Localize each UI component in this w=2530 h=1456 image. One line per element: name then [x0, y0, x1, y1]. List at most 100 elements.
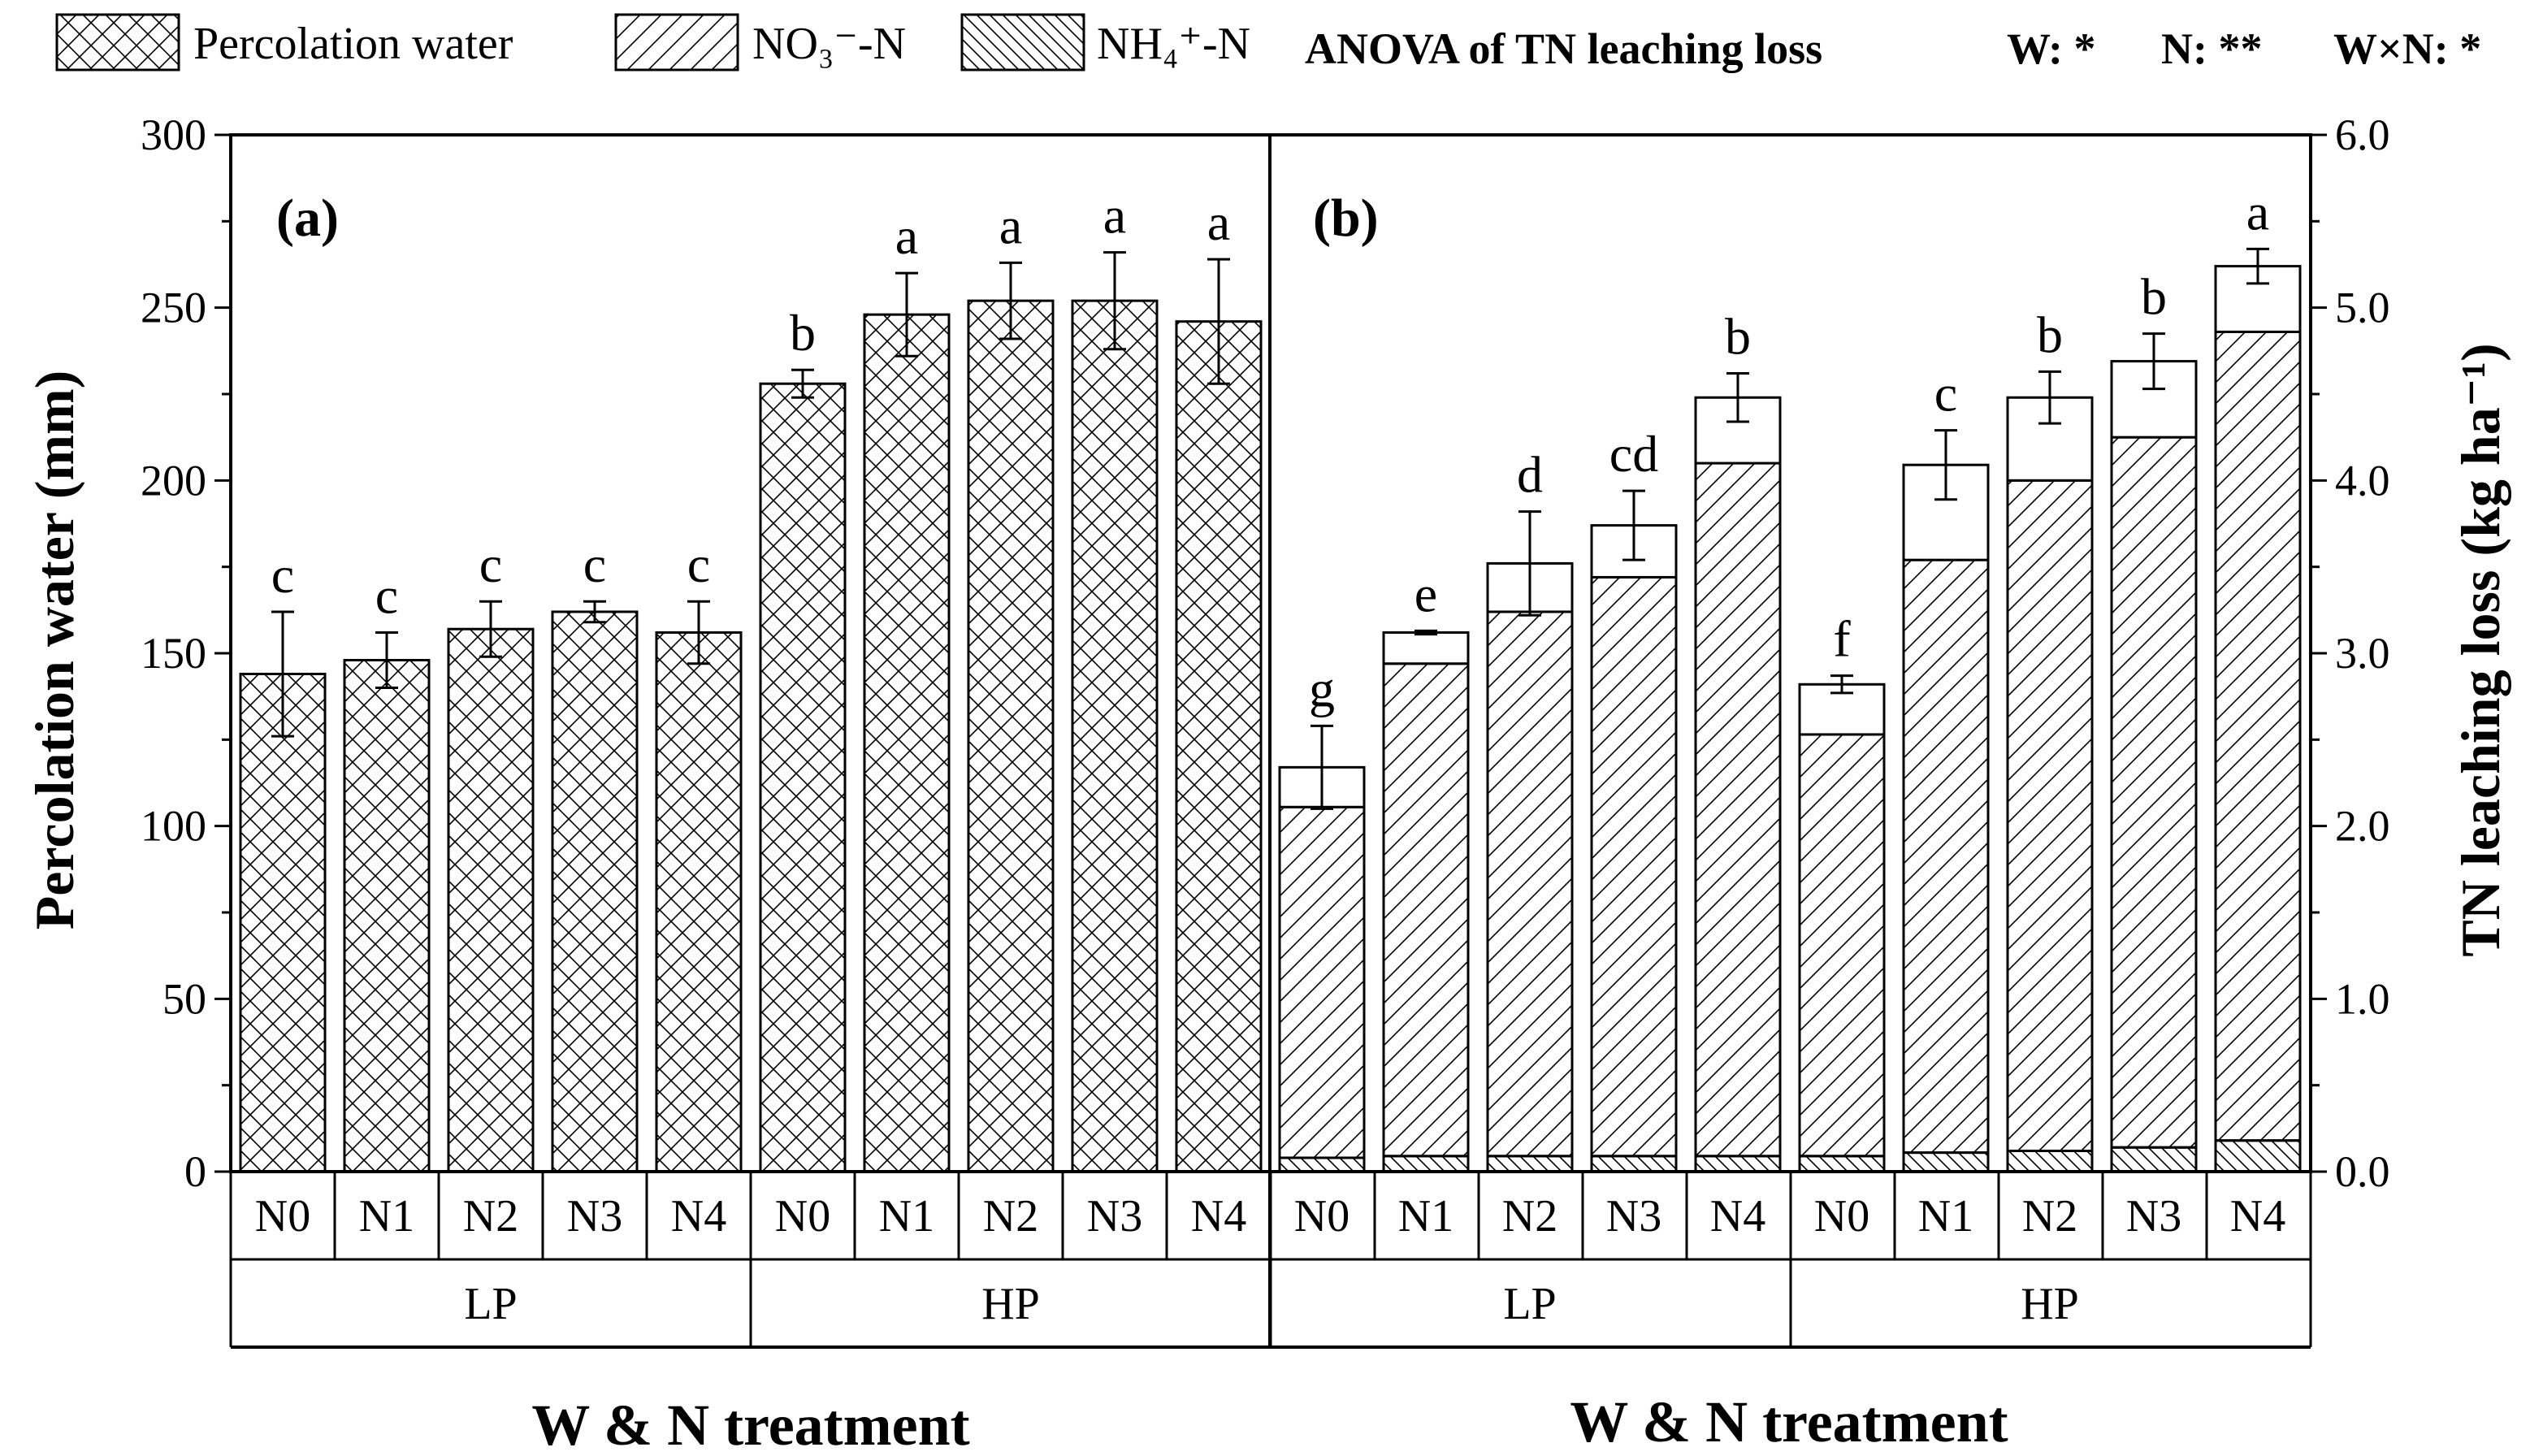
- x-category-b-7: N2: [2022, 1191, 2077, 1242]
- x-group-b-1: HP: [2021, 1279, 2079, 1329]
- bars-panel-b: g e d cd b f c b b a: [1278, 183, 2302, 1173]
- error-bar-a-2: [479, 600, 502, 658]
- sig-letter-b-9: a: [2246, 183, 2269, 240]
- right-axis-title: TN leaching loss (kg ha⁻¹): [2450, 343, 2511, 956]
- anova-n: N: **: [2161, 24, 2262, 73]
- bar-a-8: [1071, 299, 1159, 1173]
- bar-a-1: [343, 659, 431, 1173]
- anova-wxn: W×N: *: [2333, 24, 2481, 73]
- bar-b-1-seg-1: [1382, 662, 1470, 1158]
- error-bar-b-2: [1518, 510, 1541, 617]
- bar-b-7-seg-0: [2006, 1149, 2094, 1173]
- error-bar-b-9: [2246, 247, 2269, 285]
- bar-b-3-seg-1: [1590, 575, 1678, 1158]
- x-group-a-0: LP: [464, 1279, 517, 1329]
- error-bar-a-9: [1207, 258, 1230, 385]
- left-tick-label-3: 150: [141, 629, 206, 678]
- sig-letter-b-1: e: [1414, 565, 1437, 622]
- x-category-a-7: N2: [983, 1191, 1038, 1242]
- legend-label-nh4: NH₄⁺-N: [1097, 19, 1250, 69]
- sig-letter-b-8: b: [2141, 268, 2167, 326]
- sig-letter-b-2: d: [1517, 446, 1543, 504]
- sig-letter-a-6: a: [895, 207, 918, 265]
- right-tick-label-0: 0.0: [2335, 1147, 2390, 1196]
- sig-letter-a-1: c: [375, 566, 398, 624]
- right-tick-label-1: 1.0: [2335, 974, 2390, 1023]
- error-bar-a-4: [687, 600, 710, 665]
- bar-b-7-seg-1: [2006, 479, 2094, 1152]
- bar-b-5-seg-0: [1798, 1155, 1886, 1173]
- x-category-a-1: N1: [359, 1191, 414, 1242]
- right-tick-label-5: 5.0: [2335, 284, 2390, 332]
- bar-a-3: [551, 610, 639, 1173]
- right-tick-label-3: 3.0: [2335, 629, 2390, 678]
- bar-b-3-seg-0: [1590, 1155, 1678, 1173]
- bar-b-4-seg-1: [1694, 462, 1782, 1158]
- x-category-b-2: N2: [1502, 1191, 1557, 1242]
- plot-frame: [229, 133, 2312, 1347]
- error-bar-b-0: [1310, 724, 1333, 810]
- sig-letter-b-0: g: [1309, 660, 1335, 717]
- x-axis-title-a: W & N treatment: [531, 1393, 969, 1456]
- right-tick-label-6: 6.0: [2335, 110, 2390, 159]
- panel-label-b: (b): [1313, 188, 1379, 248]
- x-group-a-1: HP: [981, 1279, 1040, 1329]
- x-category-b-0: N0: [1294, 1191, 1349, 1242]
- error-bar-b-7: [2038, 370, 2061, 425]
- sig-letter-a-7: a: [999, 197, 1022, 254]
- anova-title: ANOVA of TN leaching loss: [1305, 24, 1822, 73]
- panel-label-a: (a): [276, 188, 339, 248]
- legend-swatch-no3: [614, 13, 739, 72]
- error-bar-b-1: [1414, 629, 1437, 636]
- bar-a-6: [863, 313, 951, 1173]
- legend-swatch-percolation: [55, 13, 180, 72]
- sig-letter-b-3: cd: [1609, 425, 1658, 483]
- error-bar-a-3: [583, 600, 606, 624]
- error-bar-b-4: [1726, 371, 1749, 423]
- bars-panel-a: c c c c c b a a a a: [239, 187, 1263, 1173]
- x-category-a-3: N3: [567, 1191, 622, 1242]
- left-tick-label-6: 300: [141, 110, 206, 159]
- bar-b-0-seg-1: [1278, 805, 1366, 1159]
- right-tick-label-4: 4.0: [2335, 456, 2390, 505]
- error-bar-a-5: [791, 368, 814, 399]
- bar-a-7: [967, 299, 1055, 1173]
- x-category-a-6: N1: [879, 1191, 934, 1242]
- x-category-b-8: N3: [2126, 1191, 2181, 1242]
- bar-b-2-seg-0: [1486, 1155, 1574, 1173]
- bar-a-0: [239, 673, 327, 1173]
- bar-b-6-seg-1: [1902, 558, 1990, 1155]
- bar-a-5: [759, 382, 847, 1173]
- error-bar-a-1: [375, 630, 398, 690]
- sig-letter-a-4: c: [687, 535, 710, 593]
- sig-letter-a-9: a: [1207, 193, 1230, 251]
- right-tick-label-2: 2.0: [2335, 802, 2390, 851]
- x-category-b-5: N0: [1814, 1191, 1869, 1242]
- x-category-a-9: N4: [1191, 1191, 1246, 1242]
- right-axis-ticks: 0.0 1.0 2.0 3.0 4.0 5.0 6.0: [2311, 110, 2390, 1196]
- error-bar-b-6: [1934, 429, 1957, 501]
- anova-w: W: *: [2007, 24, 2096, 73]
- left-axis-title: Percolation water (mm): [24, 370, 85, 930]
- bar-b-8-seg-0: [2110, 1146, 2198, 1173]
- sig-letter-a-2: c: [479, 535, 502, 593]
- x-category-a-0: N0: [255, 1191, 310, 1242]
- error-bar-b-5: [1830, 674, 1853, 695]
- bar-b-8-seg-2: [2110, 360, 2198, 439]
- left-tick-label-5: 250: [141, 284, 206, 332]
- x-category-a-4: N4: [671, 1191, 726, 1242]
- error-bar-a-0: [271, 610, 294, 738]
- x-group-b-0: LP: [1503, 1279, 1556, 1329]
- left-tick-label-2: 100: [141, 802, 206, 851]
- left-tick-label-4: 200: [141, 456, 206, 505]
- legend: Percolation water NO₃⁻-N NH₄⁺-N ANOVA of…: [55, 13, 2481, 73]
- legend-label-percolation: Percolation water: [193, 19, 513, 69]
- x-category-b-6: N1: [1918, 1191, 1973, 1242]
- bar-b-1-seg-2: [1382, 630, 1470, 665]
- left-tick-label-1: 50: [162, 974, 206, 1023]
- sig-letter-a-5: b: [790, 304, 816, 362]
- bar-b-9-seg-0: [2214, 1139, 2302, 1173]
- error-bar-b-8: [2142, 332, 2165, 391]
- bar-b-2-seg-1: [1486, 610, 1574, 1158]
